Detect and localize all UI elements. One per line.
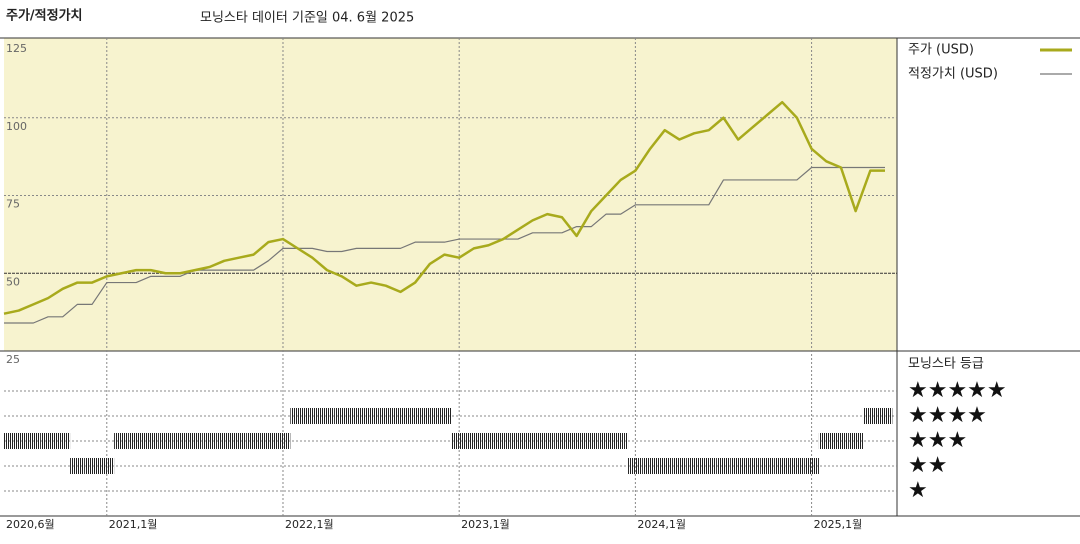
rating-bar xyxy=(466,433,482,449)
rating-bar xyxy=(686,458,702,474)
rating-bar xyxy=(804,458,819,474)
rating-bar xyxy=(760,458,775,474)
rating-bar xyxy=(319,408,335,424)
rating-bar xyxy=(26,433,41,449)
rating-bar xyxy=(481,433,496,449)
rating-bar xyxy=(128,433,144,449)
rating-bar xyxy=(437,408,452,424)
chart-subtitle: 모닝스타 데이터 기준일 04. 6월 2025 xyxy=(200,11,414,26)
y-tick-label: 75 xyxy=(6,198,20,211)
rating-bar xyxy=(554,433,570,449)
rating-bar xyxy=(378,408,394,424)
rating-bar xyxy=(672,458,687,474)
rating-bar xyxy=(525,433,540,449)
rating-bar xyxy=(789,458,805,474)
rating-bar xyxy=(539,433,555,449)
rating-bar xyxy=(158,433,173,449)
x-tick-label: 2020,6월 xyxy=(6,518,55,531)
rating-bar xyxy=(334,408,350,424)
rating-bar xyxy=(716,458,731,474)
legend-label: 적정가치 (USD) xyxy=(908,67,998,82)
rating-bar xyxy=(730,458,746,474)
rating-bar xyxy=(833,433,849,449)
rating-bar xyxy=(290,408,306,424)
chart-title: 주가/적정가치 xyxy=(6,8,83,24)
rating-bar xyxy=(305,408,320,424)
rating-bar xyxy=(4,433,12,449)
rating-bar xyxy=(187,433,203,449)
rating-bar xyxy=(569,433,584,449)
rating-bar xyxy=(143,433,159,449)
x-tick-label: 2021,1월 xyxy=(109,518,158,531)
series-line xyxy=(4,166,885,324)
rating-bar xyxy=(818,433,834,449)
rating-label: ★ xyxy=(908,478,928,503)
rating-bar xyxy=(11,433,27,449)
rating-bar xyxy=(260,433,276,449)
rating-bar xyxy=(216,433,232,449)
rating-bar xyxy=(246,433,261,449)
rating-bar xyxy=(510,433,526,449)
x-tick-label: 2024,1월 xyxy=(637,518,686,531)
legend-label: 주가 (USD) xyxy=(908,43,974,58)
x-tick-label: 2022,1월 xyxy=(285,518,334,531)
rating-label: ★★ xyxy=(908,453,947,478)
rating-bar xyxy=(701,458,717,474)
rating-bar xyxy=(275,433,291,449)
rating-bar xyxy=(40,433,56,449)
rating-label: ★★★★★ xyxy=(908,378,1007,403)
rating-bar xyxy=(407,408,423,424)
rating-bar xyxy=(349,408,364,424)
rating-bar xyxy=(363,408,379,424)
rating-label: ★★★ xyxy=(908,428,967,453)
rating-bar xyxy=(628,458,643,474)
rating-bar xyxy=(84,458,100,474)
rating-bar xyxy=(862,408,878,424)
rating-bar xyxy=(642,458,658,474)
rating-bar xyxy=(70,458,85,474)
x-tick-label: 2025,1월 xyxy=(814,518,863,531)
rating-bar xyxy=(55,433,71,449)
rating-bar xyxy=(583,433,599,449)
rating-bar xyxy=(774,458,790,474)
y-tick-label: 25 xyxy=(6,353,20,366)
rating-bar xyxy=(598,433,614,449)
rating-bar xyxy=(114,433,129,449)
rating-title: 모닝스타 등급 xyxy=(908,357,984,372)
rating-bar xyxy=(657,458,673,474)
rating-bar xyxy=(745,458,761,474)
rating-bar xyxy=(877,408,893,424)
rating-bar xyxy=(172,433,188,449)
y-tick-label: 125 xyxy=(6,42,27,55)
rating-bar xyxy=(99,458,115,474)
rating-bar xyxy=(231,433,247,449)
rating-bar xyxy=(393,408,408,424)
rating-bar xyxy=(422,408,438,424)
series-line xyxy=(3,100,885,315)
rating-label: ★★★★ xyxy=(908,403,987,428)
y-tick-label: 50 xyxy=(6,275,20,288)
rating-bar xyxy=(613,433,629,449)
rating-bar xyxy=(451,433,467,449)
rating-bar xyxy=(495,433,511,449)
rating-bar xyxy=(202,433,217,449)
rating-bar xyxy=(848,433,863,449)
y-tick-label: 100 xyxy=(6,120,27,133)
x-tick-label: 2023,1월 xyxy=(461,518,510,531)
price-panel xyxy=(4,38,897,351)
